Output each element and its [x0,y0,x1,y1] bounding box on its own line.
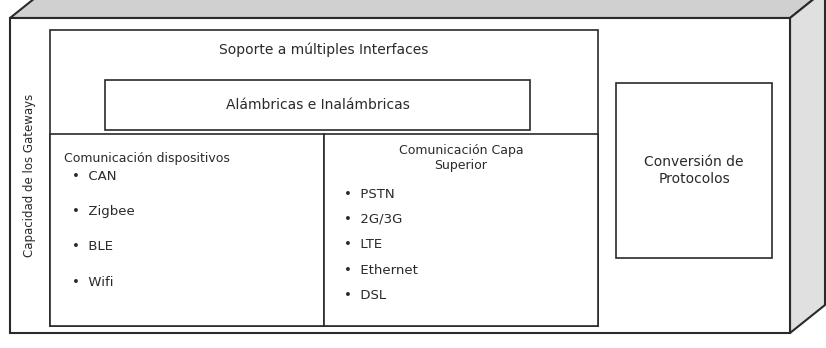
Text: Soporte a múltiples Interfaces: Soporte a múltiples Interfaces [220,43,429,57]
Text: Comunicación dispositivos: Comunicación dispositivos [64,152,230,165]
Text: •  DSL: • DSL [344,289,386,302]
Bar [50,30,598,326]
Text: Comunicación Capa
Superior: Comunicación Capa Superior [399,144,524,172]
Text: •  LTE: • LTE [344,238,382,251]
Text: •  PSTN: • PSTN [344,188,395,200]
Text: •  BLE: • BLE [72,240,113,253]
Bar [105,80,530,130]
Bar [324,134,598,326]
Text: Alámbricas e Inalámbricas: Alámbricas e Inalámbricas [225,98,410,112]
Polygon shape [790,0,825,333]
Text: •  Zigbee: • Zigbee [72,205,135,218]
Text: •  Wifi: • Wifi [72,276,113,289]
Bar [616,83,772,258]
Text: •  CAN: • CAN [72,169,116,182]
Text: •  Ethernet: • Ethernet [344,264,418,277]
Text: •  2G/3G: • 2G/3G [344,213,402,226]
Bar [50,134,324,326]
Text: Capacidad de los Gateways: Capacidad de los Gateways [23,94,36,257]
Polygon shape [10,0,825,18]
Text: Conversión de
Protocolos: Conversión de Protocolos [644,156,743,185]
